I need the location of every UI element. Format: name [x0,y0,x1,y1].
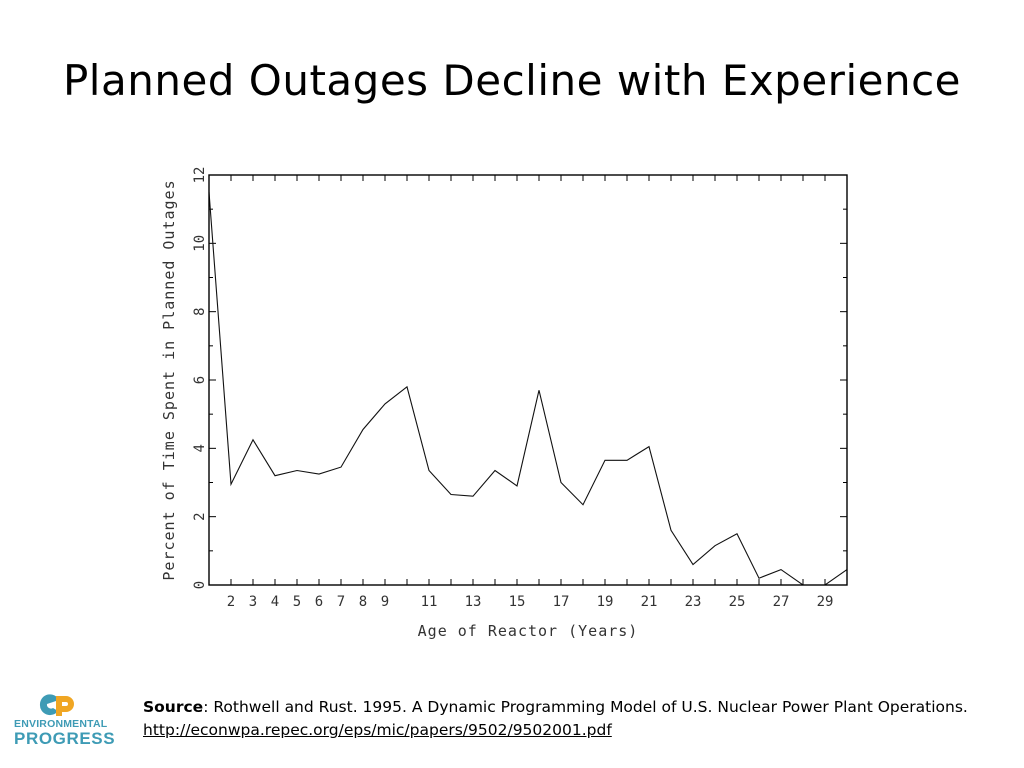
x-tick-label: 29 [817,594,834,610]
x-tick-label: 15 [509,594,526,610]
x-tick-label: 17 [553,594,570,610]
source-label: Source [143,698,204,716]
logo-text-progress: PROGRESS [14,729,116,748]
source-link[interactable]: http://econwpa.repec.org/eps/mic/papers/… [143,721,612,739]
x-tick-label: 6 [315,594,323,610]
x-tick-label: 2 [227,594,235,610]
environmental-progress-logo: ENVIRONMENTAL PROGRESS [14,692,116,752]
x-tick-label: 3 [249,594,257,610]
logo-text-environmental: ENVIRONMENTAL [14,718,108,730]
x-tick-label: 5 [293,594,301,610]
tick-marks [208,174,848,586]
x-tick-labels: 2 3 4 5 6 7 8 9 11 13 15 17 19 21 23 25 27 29 [227,594,834,610]
y-axis-label: Percent of Time Spent in Planned Outages [160,179,178,580]
x-tick-label: 7 [337,594,345,610]
source-citation: Source: Rothwell and Rust. 1995. A Dynam… [143,696,1013,742]
y-tick-label: 2 [192,512,208,520]
x-tick-label: 21 [641,594,658,610]
y-tick-labels: 0 2 4 6 8 10 12 [192,167,208,590]
y-tick-label: 4 [192,444,208,452]
y-tick-label: 10 [192,235,208,252]
y-tick-label: 12 [192,167,208,184]
outage-series-line [208,192,848,586]
y-tick-label: 6 [192,376,208,384]
x-tick-label: 19 [597,594,614,610]
x-tick-label: 25 [729,594,746,610]
x-tick-label: 23 [685,594,702,610]
y-tick-label: 8 [192,307,208,315]
x-tick-label: 9 [381,594,389,610]
y-tick-label: 0 [192,581,208,589]
slide-title: Planned Outages Decline with Experience [62,56,962,105]
x-tick-label: 11 [421,594,438,610]
plot-frame [208,174,848,586]
source-text: : Rothwell and Rust. 1995. A Dynamic Pro… [203,698,968,716]
x-tick-label: 13 [465,594,482,610]
x-tick-label: 8 [359,594,367,610]
x-axis-label: Age of Reactor (Years) [418,622,639,640]
x-tick-label: 27 [773,594,790,610]
ep-logo-icon [39,694,74,716]
x-tick-label: 4 [271,594,279,610]
